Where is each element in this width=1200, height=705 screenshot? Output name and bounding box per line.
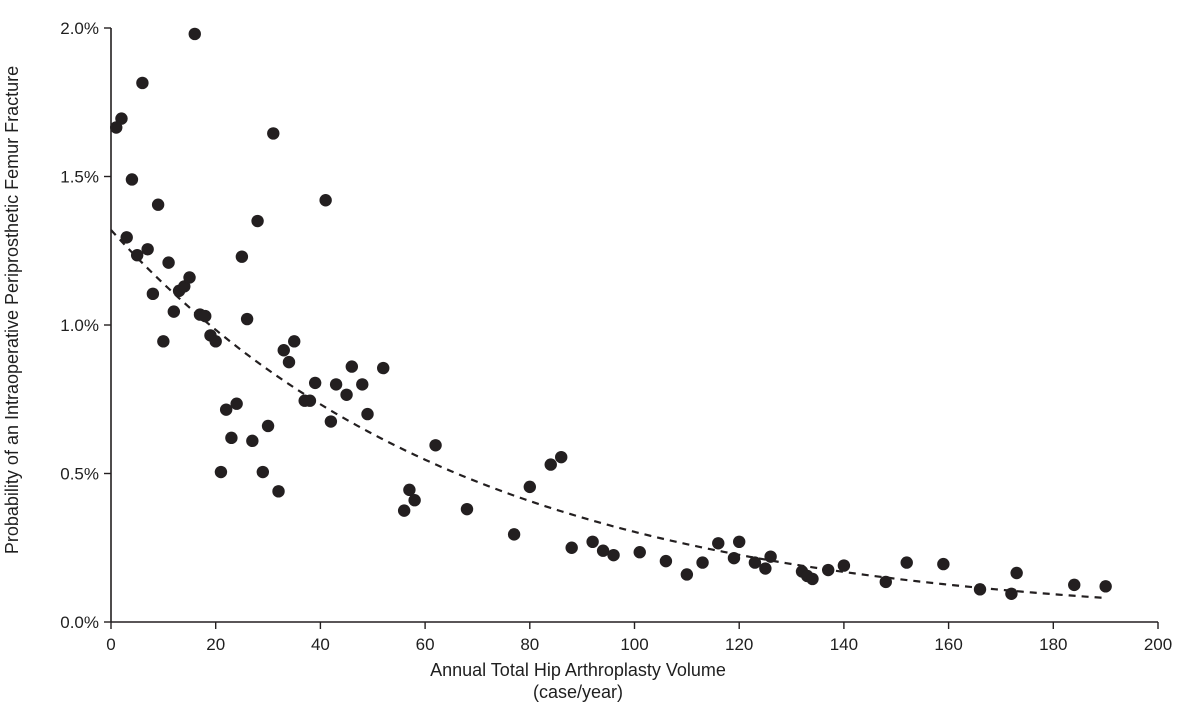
x-tick-label: 60 <box>416 635 435 654</box>
y-tick-label: 1.0% <box>60 316 99 335</box>
data-point <box>759 562 772 575</box>
data-point <box>973 583 987 596</box>
data-point <box>821 563 835 577</box>
data-point <box>596 544 610 557</box>
data-point <box>146 287 160 301</box>
data-point <box>272 485 285 498</box>
x-axis-unit: (case/year) <box>533 682 623 702</box>
data-point <box>837 559 851 572</box>
data-point <box>240 312 254 326</box>
data-point <box>377 361 390 375</box>
data-point <box>712 537 725 550</box>
data-point <box>356 378 369 391</box>
data-point <box>136 76 149 90</box>
data-point <box>277 344 290 357</box>
data-point <box>764 550 777 563</box>
data-point <box>659 554 673 568</box>
data-point <box>403 483 416 497</box>
x-tick-label: 40 <box>311 635 330 654</box>
data-point <box>209 335 222 348</box>
x-tick-label: 200 <box>1144 635 1172 654</box>
data-point <box>157 335 170 348</box>
data-point <box>586 535 599 549</box>
data-point <box>429 439 442 452</box>
data-point <box>544 458 557 471</box>
data-point <box>408 494 421 507</box>
data-point <box>261 419 275 433</box>
data-point <box>225 431 238 445</box>
data-point <box>130 249 144 262</box>
data-point <box>507 528 521 541</box>
data-point <box>151 198 165 211</box>
data-point <box>308 376 322 390</box>
data-point <box>555 450 568 464</box>
data-point <box>188 27 201 41</box>
data-point <box>288 335 301 348</box>
data-point <box>199 309 212 323</box>
data-point <box>230 397 243 410</box>
data-point <box>141 243 154 256</box>
y-tick-label: 1.5% <box>60 168 99 187</box>
trendline <box>110 229 1106 600</box>
data-point <box>235 250 249 263</box>
data-point <box>319 194 332 207</box>
data-point <box>633 546 646 559</box>
data-point <box>183 271 196 284</box>
data-point <box>397 504 411 517</box>
data-point <box>1099 580 1112 593</box>
x-tick-label: 120 <box>725 635 753 654</box>
data-point <box>727 551 741 565</box>
y-tick-label: 0.0% <box>60 613 99 632</box>
data-point <box>900 556 913 569</box>
data-point <box>1068 578 1081 592</box>
x-tick-label: 20 <box>206 635 225 654</box>
x-tick-label: 180 <box>1039 635 1067 654</box>
data-point <box>324 415 338 428</box>
data-points <box>110 27 1112 600</box>
data-point <box>460 502 474 516</box>
y-tick-label: 2.0% <box>60 19 99 38</box>
data-point <box>733 535 746 549</box>
data-point <box>115 112 128 125</box>
data-point <box>120 231 133 244</box>
data-point <box>607 548 620 562</box>
data-point <box>256 465 270 479</box>
data-point <box>167 305 181 318</box>
data-point <box>937 557 950 571</box>
data-point <box>523 480 536 494</box>
x-axis-title: Annual Total Hip Arthroplasty Volume <box>430 660 726 680</box>
data-point <box>125 173 139 186</box>
y-axis-title: Probability of an Intraoperative Peripro… <box>2 66 22 554</box>
x-tick-label: 0 <box>106 635 115 654</box>
y-tick-label: 0.5% <box>60 465 99 484</box>
data-point <box>340 388 353 401</box>
data-point <box>219 403 233 416</box>
data-point <box>748 556 762 569</box>
data-point <box>1005 587 1018 600</box>
x-tick-label: 100 <box>620 635 648 654</box>
data-point <box>329 378 343 391</box>
data-point <box>303 394 317 407</box>
data-point <box>680 568 694 581</box>
data-point <box>1010 566 1023 580</box>
x-tick-label: 160 <box>934 635 962 654</box>
x-ticks: 0 20 40 60 80 100 120 140 160 180 200 <box>106 622 1172 654</box>
data-point <box>162 256 175 269</box>
data-point <box>267 127 280 140</box>
y-ticks: 0.0% 0.5% 1.0% 1.5% 2.0% <box>60 19 111 632</box>
data-point <box>246 434 259 448</box>
x-tick-label: 80 <box>520 635 539 654</box>
data-point <box>214 465 228 479</box>
data-point <box>345 360 359 373</box>
data-point <box>879 575 892 589</box>
data-point <box>361 407 374 421</box>
data-point <box>565 541 578 554</box>
data-point <box>806 572 819 586</box>
data-point <box>282 355 296 369</box>
data-point <box>696 556 709 569</box>
x-tick-label: 140 <box>830 635 858 654</box>
data-point <box>251 214 264 228</box>
